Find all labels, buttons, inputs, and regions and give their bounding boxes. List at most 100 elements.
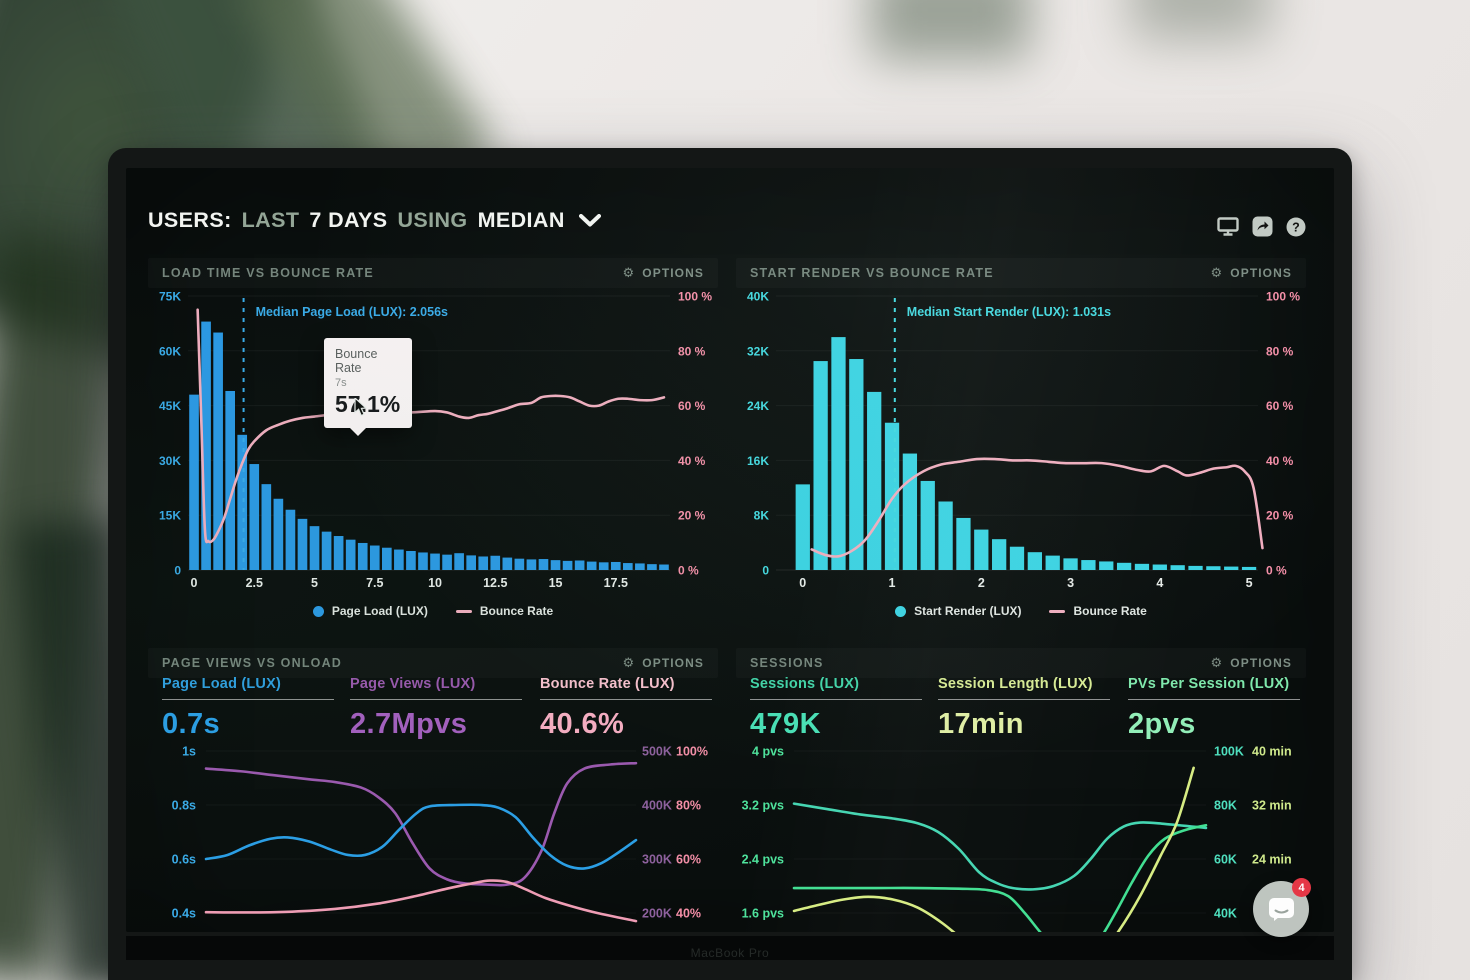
- series-line-sessions-lux-: [792, 823, 1208, 932]
- svg-text:20 %: 20 %: [1266, 509, 1294, 523]
- chat-bubble[interactable]: 4: [1253, 878, 1311, 937]
- svg-text:Median Start Render (LUX): 1.0: Median Start Render (LUX): 1.031s: [907, 305, 1111, 319]
- tooltip-x-value: 7s: [335, 377, 347, 389]
- svg-text:1s: 1s: [182, 746, 196, 759]
- tooltip-value: 57.1%: [335, 391, 401, 417]
- svg-text:40%: 40%: [676, 907, 701, 921]
- metric-page-views: Page Views (LUX) 2.7Mpvs: [350, 676, 530, 741]
- metric-value: 17min: [938, 708, 1024, 740]
- svg-text:100%: 100%: [676, 746, 708, 759]
- svg-text:60 %: 60 %: [1266, 399, 1294, 413]
- gear-icon: ⚙: [622, 265, 636, 281]
- panel-page-views-vs-onload: PAGE VIEWS VS ONLOAD ⚙ OPTIONS Page Load…: [148, 648, 718, 932]
- chat-icon: [1268, 897, 1294, 921]
- metric-underline: [750, 699, 922, 700]
- start-render-histogram-chart[interactable]: 40K 100 % 32K 80 % 24K 60 % 16K 40 % 8K 20 % 0 0 % 0…: [736, 292, 1306, 594]
- median-annotation: Median Start Render (LUX): 1.031s: [893, 298, 1111, 570]
- load-time-histogram-chart[interactable]: 75K 100 % 60K 80 % 45K 60 % 30K 40 % 15K 20 % 0 0 %…: [148, 292, 718, 594]
- histogram-bars[interactable]: [189, 321, 669, 570]
- options-button[interactable]: ⚙ OPTIONS: [1211, 266, 1292, 280]
- title-7days: 7 DAYS: [309, 208, 388, 232]
- sessions-line-chart[interactable]: 4 pvs 100K 40 min 3.2 pvs 80K 32 min 2.4 pvs 60…: [736, 746, 1306, 932]
- monitor-icon[interactable]: [1217, 217, 1239, 236]
- metric-session-length: Session Length (LUX) 17min: [938, 676, 1118, 741]
- svg-text:12.5: 12.5: [483, 576, 507, 590]
- gear-icon: ⚙: [1210, 655, 1224, 671]
- metric-pvs-per-session: PVs Per Session (LUX) 2pvs: [1128, 676, 1308, 741]
- panel-load-time-vs-bounce-rate: LOAD TIME VS BOUNCE RATE ⚙ OPTIONS 75K 10…: [148, 258, 718, 636]
- svg-text:0: 0: [799, 576, 806, 590]
- svg-text:2.4 pvs: 2.4 pvs: [742, 853, 784, 867]
- options-label: OPTIONS: [1230, 266, 1292, 280]
- svg-text:24 min: 24 min: [1252, 853, 1292, 867]
- series-line-page-load-lux-: [204, 803, 638, 870]
- svg-text:400K: 400K: [642, 799, 672, 813]
- legend-item: Bounce Rate: [455, 604, 554, 618]
- share-icon[interactable]: [1252, 216, 1273, 237]
- help-icon[interactable]: ?: [1286, 217, 1306, 237]
- metric-value: 40.6%: [540, 708, 625, 740]
- svg-text:1: 1: [889, 576, 896, 590]
- metric-label: Page Views (LUX): [350, 676, 476, 692]
- gear-icon: ⚙: [622, 655, 636, 671]
- panel-header: START RENDER VS BOUNCE RATE ⚙ OPTIONS: [736, 258, 1306, 288]
- svg-text:100K: 100K: [1214, 746, 1244, 759]
- metric-value: 479K: [750, 708, 821, 740]
- svg-text:0: 0: [762, 564, 769, 578]
- svg-text:4 pvs: 4 pvs: [752, 746, 784, 759]
- legend-label: Bounce Rate: [479, 604, 554, 618]
- svg-text:7.5: 7.5: [366, 576, 383, 590]
- metric-label: Sessions (LUX): [750, 676, 860, 692]
- options-button[interactable]: ⚙ OPTIONS: [623, 656, 704, 670]
- bounce-rate-line: [196, 308, 666, 544]
- svg-text:80 %: 80 %: [1266, 344, 1294, 358]
- svg-text:8K: 8K: [754, 509, 770, 523]
- metric-underline: [350, 699, 522, 700]
- svg-text:0.6s: 0.6s: [172, 853, 196, 867]
- svg-text:1.6 pvs: 1.6 pvs: [742, 907, 784, 921]
- panel-header: SESSIONS ⚙ OPTIONS: [736, 648, 1306, 678]
- series-line-pvs-per-session-lux-: [792, 802, 1208, 891]
- legend-item: Page Load (LUX): [312, 604, 428, 618]
- laptop-hinge: [126, 936, 1334, 960]
- svg-text:10: 10: [428, 576, 442, 590]
- legend-label: Bounce Rate: [1073, 604, 1147, 618]
- plant-leaf: [1130, 0, 1270, 40]
- options-button[interactable]: ⚙ OPTIONS: [1211, 656, 1292, 670]
- options-label: OPTIONS: [1230, 656, 1292, 670]
- svg-text:20 %: 20 %: [678, 509, 706, 523]
- legend-swatch: [1049, 609, 1066, 613]
- users-range-dropdown[interactable]: USERS: LAST 7 DAYS USING MEDIAN: [148, 208, 601, 233]
- title-using: USING: [397, 208, 468, 232]
- svg-text:30K: 30K: [159, 454, 181, 468]
- options-label: OPTIONS: [642, 656, 704, 670]
- svg-text:80%: 80%: [676, 799, 701, 813]
- metric-underline: [938, 699, 1110, 700]
- metric-value: 2.7Mpvs: [350, 708, 468, 740]
- x-axis-ticks: 0 1 2 3 4 5: [799, 576, 1252, 590]
- svg-text:60%: 60%: [676, 853, 701, 867]
- svg-text:75K: 75K: [159, 292, 181, 304]
- median-annotation: Median Page Load (LUX): 2.056s: [242, 298, 448, 570]
- page-views-line-chart[interactable]: 1s 500K 100% 0.8s 400K 80% 0.6s 300K 60% 0.4s 200K…: [148, 746, 718, 932]
- svg-text:3.2 pvs: 3.2 pvs: [742, 799, 784, 813]
- header-icons: ?: [1217, 216, 1306, 237]
- panel-header: PAGE VIEWS VS ONLOAD ⚙ OPTIONS: [148, 648, 718, 678]
- svg-text:500K: 500K: [642, 746, 672, 759]
- options-button[interactable]: ⚙ OPTIONS: [623, 266, 704, 280]
- legend-swatch: [895, 605, 907, 617]
- histogram-bars[interactable]: [795, 337, 1257, 570]
- svg-text:15: 15: [549, 576, 563, 590]
- panel-header: LOAD TIME VS BOUNCE RATE ⚙ OPTIONS: [148, 258, 718, 288]
- metric-page-load: Page Load (LUX) 0.7s: [162, 676, 342, 741]
- svg-text:0.8s: 0.8s: [172, 799, 196, 813]
- grid-lines: 1s 500K 100% 0.8s 400K 80% 0.6s 300K 60% 0.4s 200K…: [172, 746, 708, 921]
- panel-title: PAGE VIEWS VS ONLOAD: [162, 656, 343, 670]
- svg-text:3: 3: [1067, 576, 1074, 590]
- legend-swatch: [455, 609, 472, 613]
- svg-text:60K: 60K: [1214, 853, 1237, 867]
- svg-text:0: 0: [191, 576, 198, 590]
- panel-sessions: SESSIONS ⚙ OPTIONS Sessions (LUX) 479K S…: [736, 648, 1306, 932]
- laptop-brand-text: MacBook Pro: [690, 946, 770, 960]
